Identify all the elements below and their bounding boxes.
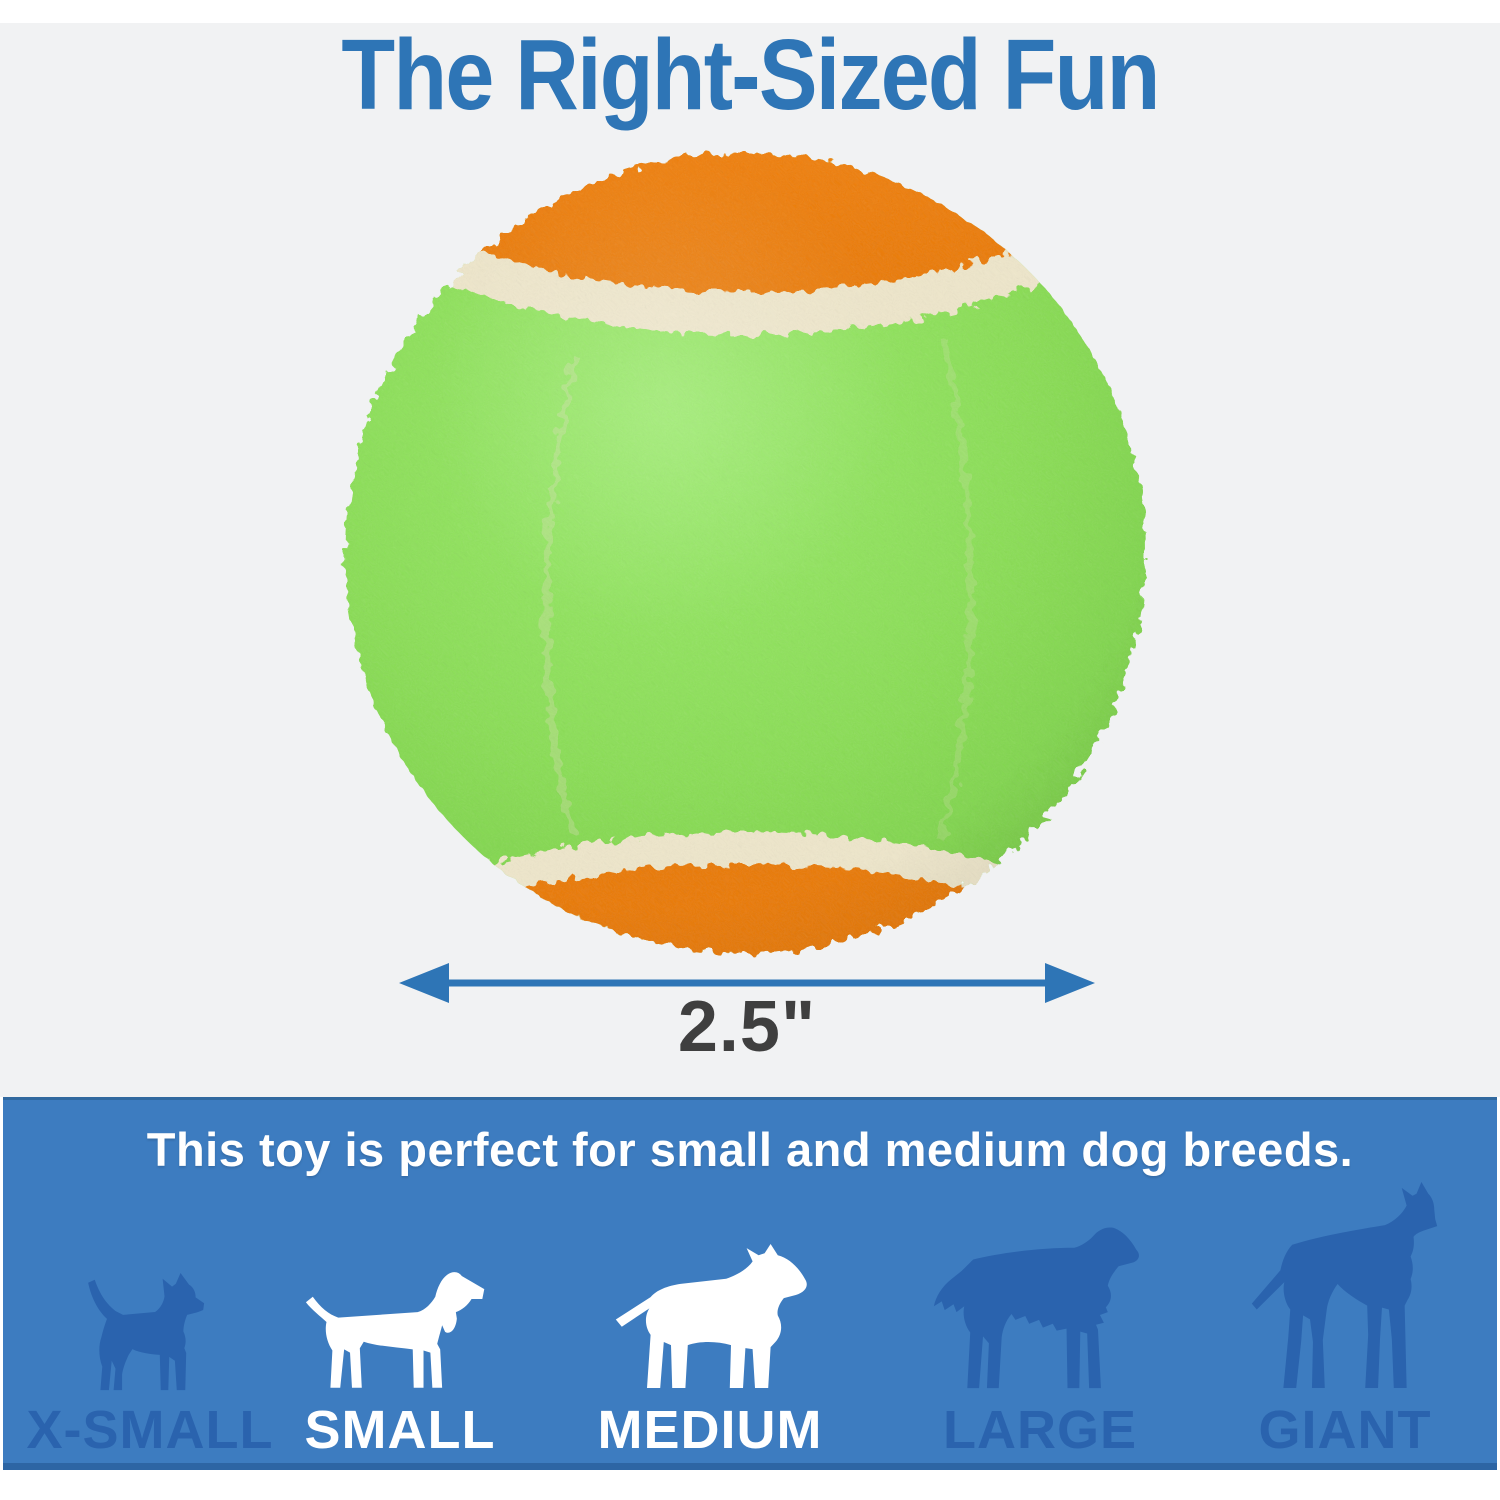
great-dane-dog-icon <box>1251 1181 1438 1389</box>
chihuahua-dog-icon <box>88 1272 205 1391</box>
size-label: SMALL <box>304 1400 496 1460</box>
size-guide-banner: This toy is perfect for small and medium… <box>3 1097 1497 1470</box>
dachshund-dog-icon <box>305 1272 485 1388</box>
size-label: GIANT <box>1258 1400 1432 1460</box>
size-label: MEDIUM <box>597 1400 823 1460</box>
tennis-ball-image <box>345 153 1145 953</box>
size-guide-heading: This toy is perfect for small and medium… <box>146 1123 1354 1176</box>
diameter-arrow <box>399 963 1095 1003</box>
size-label: X-SMALL <box>26 1400 274 1460</box>
diameter-value: 2.5" <box>677 987 817 1067</box>
page-title: The Right-Sized Fun <box>341 19 1160 131</box>
size-label: LARGE <box>943 1400 1137 1460</box>
golden-retriever-dog-icon <box>933 1227 1139 1389</box>
bull-terrier-dog-icon <box>615 1244 807 1388</box>
